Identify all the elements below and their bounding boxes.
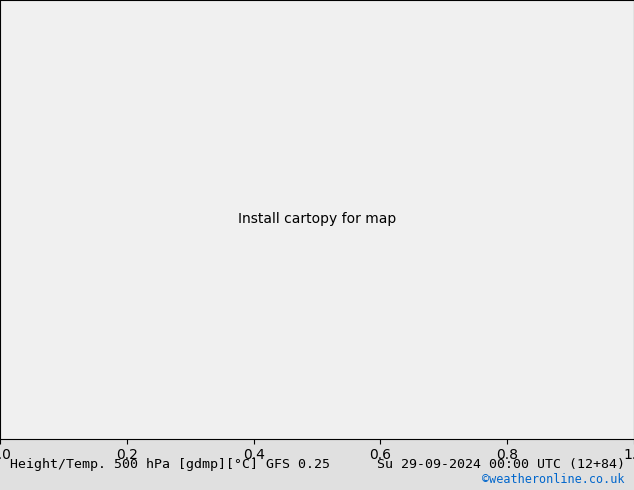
Text: Su 29-09-2024 00:00 UTC (12+84): Su 29-09-2024 00:00 UTC (12+84) <box>377 458 625 471</box>
Text: Install cartopy for map: Install cartopy for map <box>238 212 396 226</box>
Text: Height/Temp. 500 hPa [gdmp][°C] GFS 0.25: Height/Temp. 500 hPa [gdmp][°C] GFS 0.25 <box>10 458 330 471</box>
Text: ©weatheronline.co.uk: ©weatheronline.co.uk <box>482 473 624 486</box>
